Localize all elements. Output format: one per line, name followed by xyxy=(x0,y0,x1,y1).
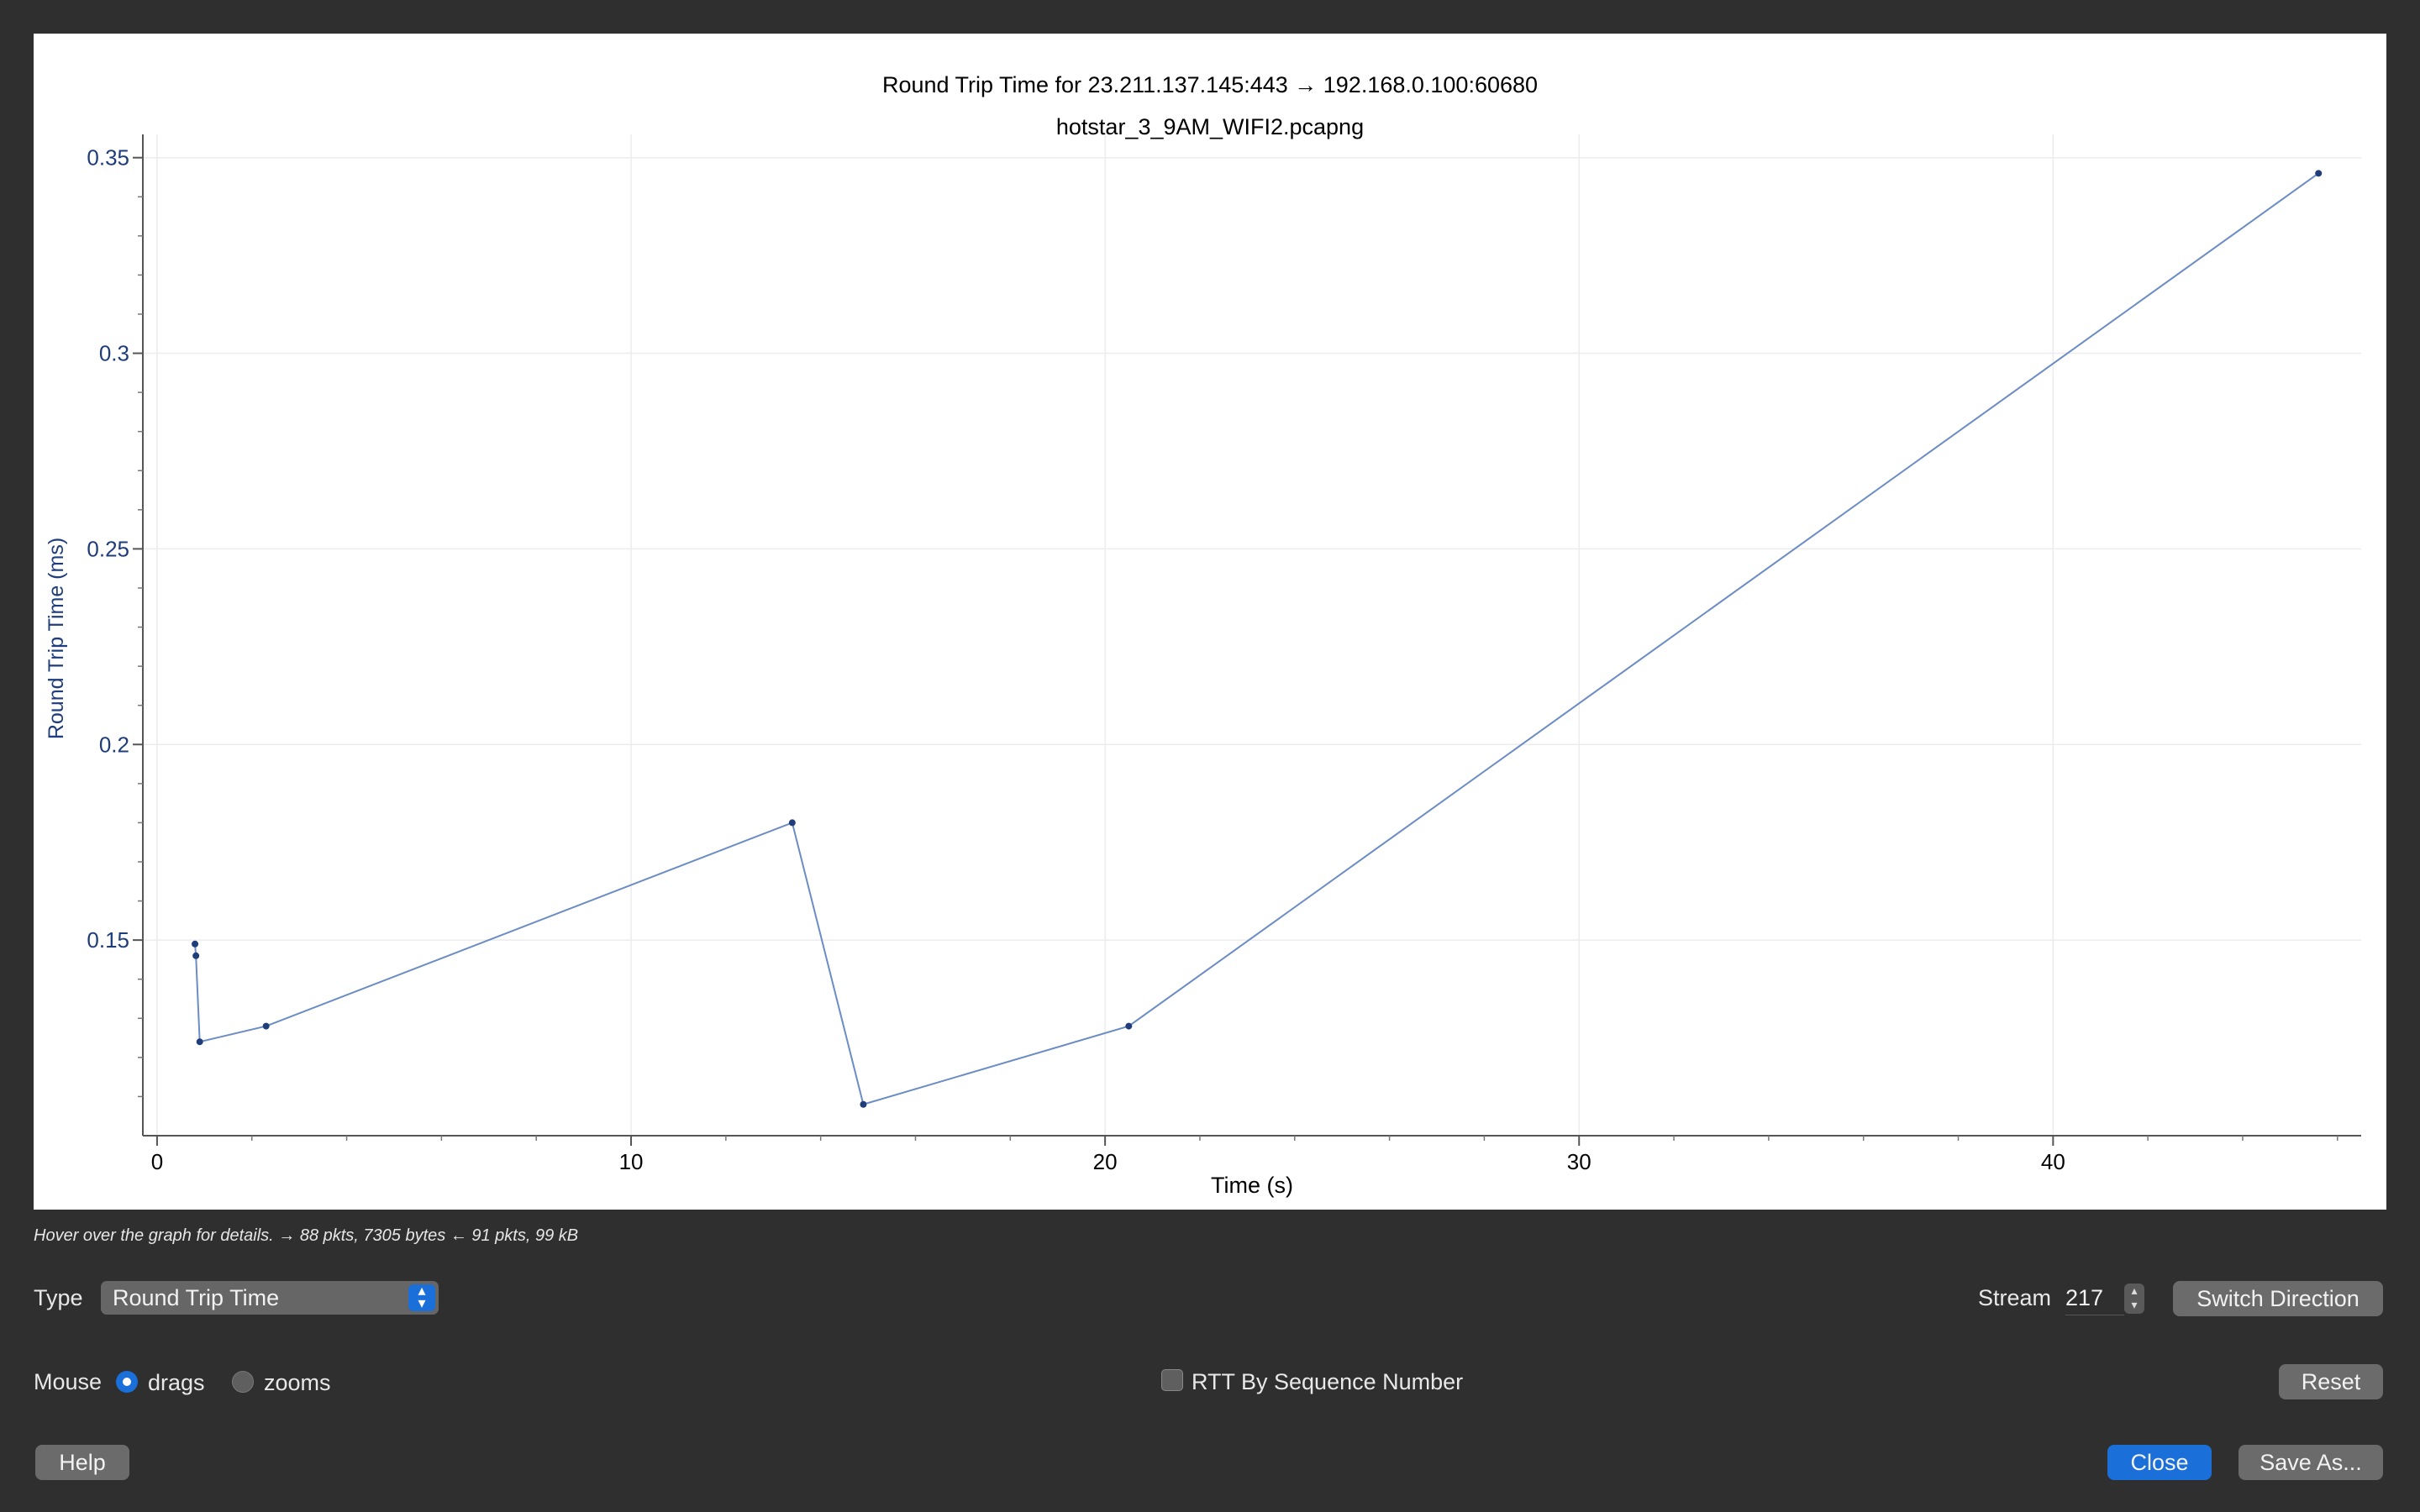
rtt-series-line xyxy=(194,172,2319,1105)
rtt-chart[interactable]: Round Trip Time for 23.211.137.145:443 →… xyxy=(34,34,2386,1210)
x-axis-label: Time (s) xyxy=(1211,1173,1293,1198)
stream-label: Stream xyxy=(1978,1285,2052,1310)
stream-value[interactable]: 217 xyxy=(2065,1281,2124,1315)
type-label: Type xyxy=(34,1285,83,1310)
x-tick-label: 10 xyxy=(619,1149,644,1174)
y-axis-label: Round Trip Time (ms) xyxy=(45,538,68,739)
help-button[interactable]: Help xyxy=(35,1445,129,1480)
save-as-button[interactable]: Save As... xyxy=(2238,1445,2383,1480)
mouse-label: Mouse xyxy=(34,1369,103,1394)
hover-hint: Hover over the graph for details. → 88 p… xyxy=(34,1226,579,1245)
y-tick-label: 0.35 xyxy=(87,145,129,171)
rtt-by-sequence-label[interactable]: RTT By Sequence Number xyxy=(1192,1369,1464,1394)
type-select[interactable]: Round Trip Time ▴ ▾ xyxy=(101,1281,439,1315)
chart-subtitle: hotstar_3_9AM_WIFI2.pcapng xyxy=(1056,114,1364,139)
drags-radio[interactable] xyxy=(116,1371,138,1393)
y-tick-label: 0.2 xyxy=(99,732,129,757)
data-point xyxy=(860,1100,867,1108)
switch-direction-button[interactable]: Switch Direction xyxy=(2173,1281,2383,1316)
data-point xyxy=(788,819,796,827)
x-tick-label: 0 xyxy=(151,1149,163,1174)
type-select-value: Round Trip Time xyxy=(113,1285,280,1310)
data-point xyxy=(192,940,199,948)
data-point xyxy=(192,952,200,959)
graph-panel[interactable]: Round Trip Time for 23.211.137.145:443 →… xyxy=(34,34,2386,1210)
close-button[interactable]: Close xyxy=(2107,1445,2212,1480)
y-tick-label: 0.3 xyxy=(99,341,129,366)
x-tick-label: 30 xyxy=(1567,1149,1591,1174)
zooms-radio[interactable] xyxy=(232,1371,254,1393)
axes: 0 10 20 30 40 0.15 0.2 0.25 0.3 0.35 xyxy=(87,134,2361,1174)
y-tick-label: 0.15 xyxy=(87,927,129,953)
x-tick-label: 20 xyxy=(1093,1149,1118,1174)
stream-spinbox[interactable]: 217 ▴ ▾ xyxy=(2065,1281,2144,1315)
series-layer xyxy=(192,170,2323,1108)
data-point xyxy=(1125,1022,1133,1030)
y-tick-label: 0.25 xyxy=(87,536,129,561)
updown-chevron-icon: ▴ ▾ xyxy=(408,1283,435,1311)
drags-label[interactable]: drags xyxy=(148,1370,205,1395)
data-point xyxy=(262,1022,270,1030)
chart-title: Round Trip Time for 23.211.137.145:443 →… xyxy=(882,72,1538,97)
rtt-by-sequence-checkbox[interactable] xyxy=(1161,1369,1183,1391)
data-point xyxy=(196,1038,203,1046)
zooms-label[interactable]: zooms xyxy=(264,1370,331,1395)
spin-arrows-icon[interactable]: ▴ ▾ xyxy=(2124,1284,2144,1314)
data-point xyxy=(2315,170,2323,177)
reset-button[interactable]: Reset xyxy=(2279,1364,2383,1399)
grid-lines xyxy=(143,134,2361,1136)
x-tick-label: 40 xyxy=(2041,1149,2065,1174)
